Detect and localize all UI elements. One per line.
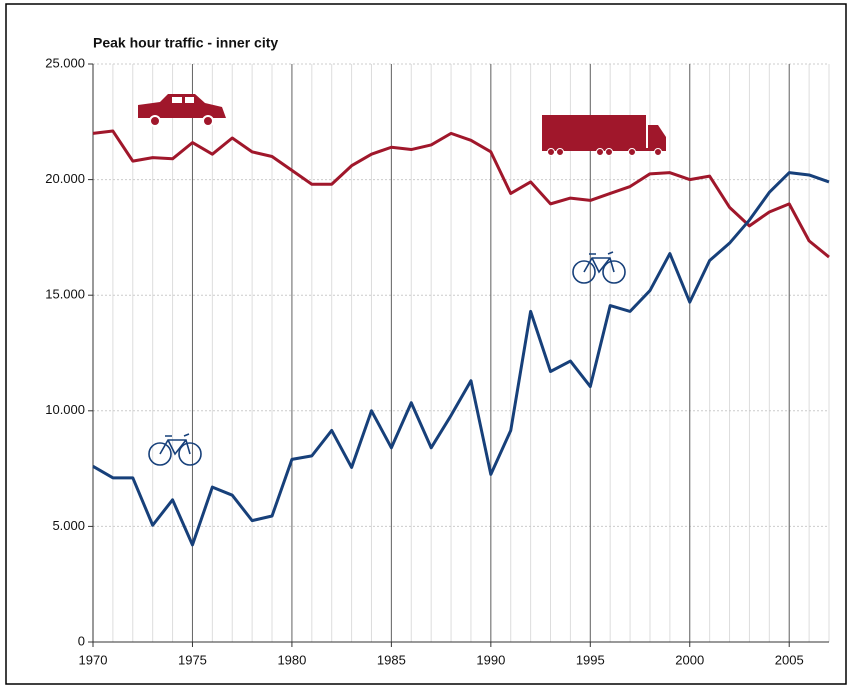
x-tick-label: 2005 <box>775 652 804 667</box>
x-tick-label: 1995 <box>576 652 605 667</box>
y-tick-label: 5.000 <box>52 518 85 533</box>
chart-title: Peak hour traffic - inner city <box>93 35 278 51</box>
bike-icon <box>148 433 202 466</box>
x-tick-label: 1980 <box>277 652 306 667</box>
x-tick-label: 1970 <box>79 652 108 667</box>
line-series <box>92 129 830 259</box>
x-tick-label: 2000 <box>675 652 704 667</box>
y-tick-label: 10.000 <box>45 402 85 417</box>
x-tick-label: 1975 <box>178 652 207 667</box>
y-tick-label: 25.000 <box>45 55 85 70</box>
car-icon <box>138 94 226 127</box>
truck-icon <box>542 115 666 156</box>
bike-icon <box>572 251 626 284</box>
x-tick-label: 1990 <box>476 652 505 667</box>
y-tick-label: 15.000 <box>45 287 85 302</box>
line-series <box>92 171 830 547</box>
frame <box>5 3 847 685</box>
y-tick-label: 20.000 <box>45 171 85 186</box>
y-tick-label: 0 <box>78 633 85 648</box>
icons <box>138 94 666 466</box>
x-tick-label: 1985 <box>377 652 406 667</box>
